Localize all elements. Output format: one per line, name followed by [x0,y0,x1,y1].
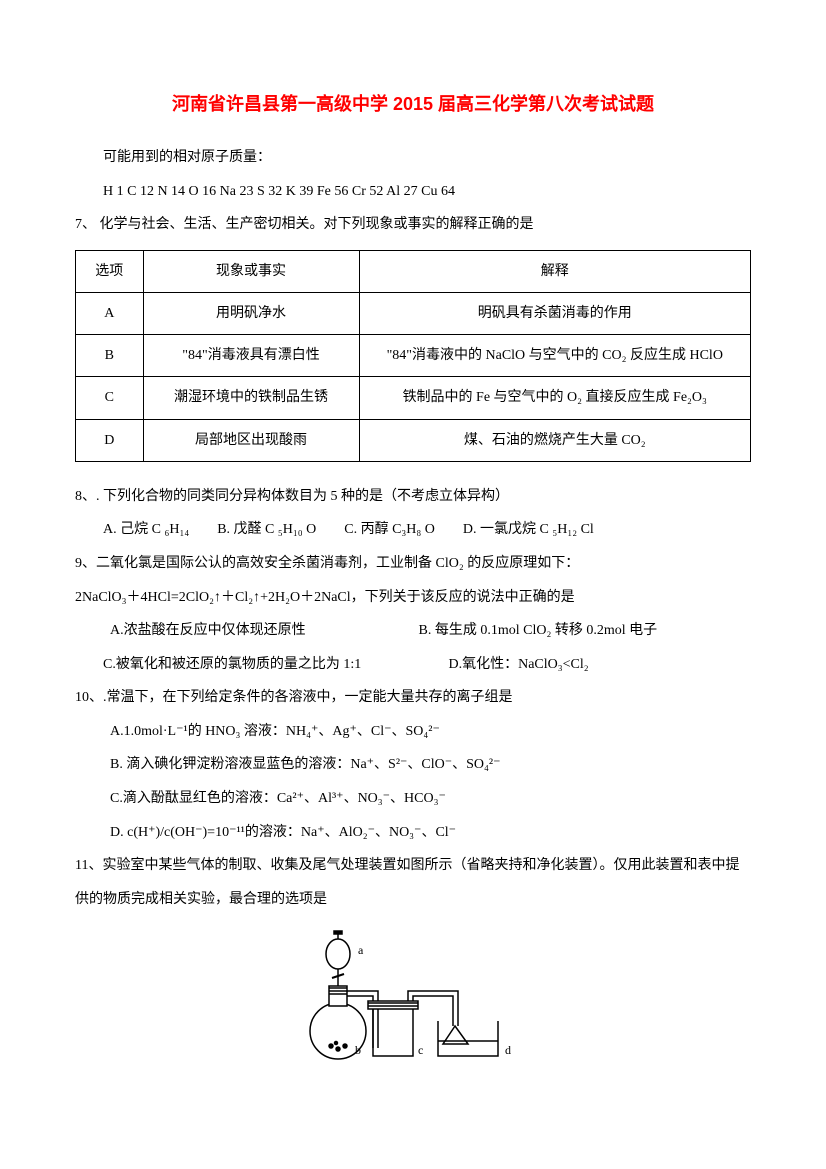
table-header-phenomenon: 现象或事实 [143,250,359,292]
q9-option-c: C.被氧化和被还原的氯物质的量之比为 1:1 [75,648,445,682]
table-cell: 用明矾净水 [143,292,359,334]
table-cell: 潮湿环境中的铁制品生锈 [143,377,359,419]
diagram-label-c: c [418,1043,423,1057]
table-cell: 明矾具有杀菌消毒的作用 [359,292,751,334]
table-cell: D [76,419,144,461]
table-header-explanation: 解释 [359,250,751,292]
intro-atomic-mass-label: 可能用到的相对原子质量： [75,141,751,175]
table-header-option: 选项 [76,250,144,292]
table-cell: 煤、石油的燃烧产生大量 CO₂ [359,419,751,461]
q9-option-d: D.氧化性：NaClO₃<Cl₂ [449,657,589,672]
q9-option-a: A.浓盐酸在反应中仅体现还原性 [75,614,415,648]
q10-option-b: B. 滴入碘化钾淀粉溶液显蓝色的溶液：Na⁺、S²⁻、ClO⁻、SO₄²⁻ [75,748,751,782]
chemistry-apparatus-svg: a b c d [283,926,543,1076]
question-11: 11、实验室中某些气体的制取、收集及尾气处理装置如图所示（省略夹持和净化装置）。… [75,849,751,916]
table-cell: "84"消毒液中的 NaClO 与空气中的 CO₂ 反应生成 HClO [359,335,751,377]
exam-title: 河南省许昌县第一高级中学 2015 届高三化学第八次考试试题 [75,90,751,116]
table-cell: A [76,292,144,334]
question-9: 9、二氧化氯是国际公认的高效安全杀菌消毒剂，工业制备 ClO₂ 的反应原理如下： [75,547,751,581]
table-cell: C [76,377,144,419]
table-row: D 局部地区出现酸雨 煤、石油的燃烧产生大量 CO₂ [76,419,751,461]
diagram-label-a: a [358,943,364,957]
table-cell: 局部地区出现酸雨 [143,419,359,461]
question-8: 8、. 下列化合物的同类同分异构体数目为 5 种的是（不考虑立体异构） [75,480,751,514]
table-header-row: 选项 现象或事实 解释 [76,250,751,292]
table-cell: "84"消毒液具有漂白性 [143,335,359,377]
table-row: B "84"消毒液具有漂白性 "84"消毒液中的 NaClO 与空气中的 CO₂… [76,335,751,377]
q9-options-row1: A.浓盐酸在反应中仅体现还原性 B. 每生成 0.1mol ClO₂ 转移 0.… [75,614,751,648]
question-7: 7、 化学与社会、生活、生产密切相关。对下列现象或事实的解释正确的是 [75,208,751,242]
diagram-label-b: b [355,1043,361,1057]
apparatus-diagram: a b c d [75,926,751,1081]
q10-option-a: A.1.0mol·L⁻¹的 HNO₃ 溶液：NH₄⁺、Ag⁺、Cl⁻、SO₄²⁻ [75,715,751,749]
q10-option-c: C.滴入酚酞显红色的溶液：Ca²⁺、Al³⁺、NO₃⁻、HCO₃⁻ [75,782,751,816]
table-row: C 潮湿环境中的铁制品生锈 铁制品中的 Fe 与空气中的 O₂ 直接反应生成 F… [76,377,751,419]
q8-options: A. 己烷 C ₆H₁₄ B. 戊醛 C ₅H₁₀ O C. 丙醇 C₃H₈ O… [75,513,751,547]
q7-table: 选项 现象或事实 解释 A 用明矾净水 明矾具有杀菌消毒的作用 B "84"消毒… [75,250,751,462]
table-cell: 铁制品中的 Fe 与空气中的 O₂ 直接反应生成 Fe₂O₃ [359,377,751,419]
intro-atomic-mass-values: H 1 C 12 N 14 O 16 Na 23 S 32 K 39 Fe 56… [75,175,751,209]
q10-option-d: D. c(H⁺)/c(OH⁻)=10⁻¹¹的溶液：Na⁺、AlO₂⁻、NO₃⁻、… [75,816,751,850]
table-cell: B [76,335,144,377]
diagram-label-d: d [505,1043,511,1057]
q9-options-row2: C.被氧化和被还原的氯物质的量之比为 1:1 D.氧化性：NaClO₃<Cl₂ [75,648,751,682]
q9-equation: 2NaClO₃＋4HCl=2ClO₂↑＋Cl₂↑+2H₂O＋2NaCl，下列关于… [75,581,751,615]
question-10: 10、.常温下，在下列给定条件的各溶液中，一定能大量共存的离子组是 [75,681,751,715]
q9-option-b: B. 每生成 0.1mol ClO₂ 转移 0.2mol 电子 [419,623,658,638]
table-row: A 用明矾净水 明矾具有杀菌消毒的作用 [76,292,751,334]
